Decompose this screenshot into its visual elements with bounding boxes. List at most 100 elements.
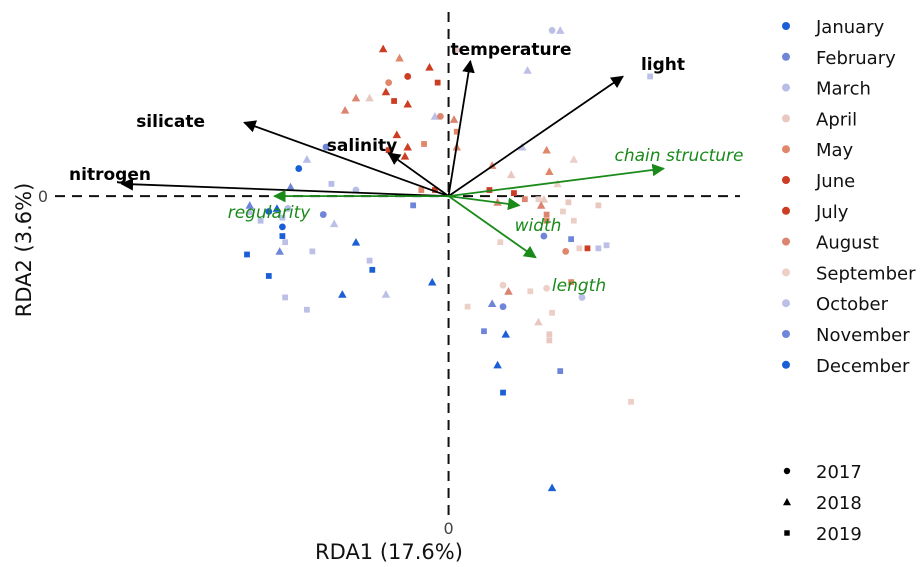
sample-point — [521, 196, 528, 203]
sample-point — [562, 248, 570, 255]
sample-point — [279, 214, 286, 221]
sample-point — [282, 239, 289, 246]
sample-point — [534, 317, 543, 326]
sample-point — [547, 483, 557, 492]
sample-point — [425, 62, 434, 71]
sample-point — [351, 237, 361, 246]
sample-point — [569, 155, 579, 163]
legend-label: June — [815, 171, 855, 192]
trait-vector-label: chain structure — [615, 146, 744, 166]
legend-label: March — [816, 79, 871, 100]
sample-point — [549, 309, 555, 316]
sample-point — [449, 115, 459, 123]
sample-point — [535, 196, 542, 203]
sample-point — [647, 73, 654, 80]
legend-swatch — [782, 22, 790, 30]
sample-point — [560, 208, 566, 215]
sample-point — [523, 66, 532, 74]
sample-point — [322, 143, 330, 151]
sample-point — [487, 299, 497, 307]
legend-label: 2018 — [816, 493, 862, 514]
legend-swatch — [782, 299, 790, 308]
trait-vectors: chain structure regularity width length — [228, 146, 744, 296]
env-vector-arrow — [448, 75, 624, 197]
x-tick-label: 0 — [443, 519, 453, 538]
sample-point — [295, 165, 303, 172]
sample-point — [279, 233, 286, 239]
sample-point — [500, 389, 506, 396]
sample-point — [499, 281, 507, 289]
legend-swatch — [782, 206, 790, 215]
legend-shape — [783, 498, 791, 506]
sample-point — [265, 273, 272, 279]
env-vector-arrow — [243, 120, 449, 198]
sample-point — [410, 202, 417, 209]
sample-point — [245, 201, 254, 209]
legend-swatch — [782, 330, 790, 338]
sample-point — [555, 26, 565, 34]
legend-label: 2019 — [816, 524, 862, 545]
env-vector-label: temperature — [450, 40, 571, 60]
trait-vector-arrow — [448, 195, 521, 211]
legend-swatch — [782, 176, 790, 184]
legend-shape — [784, 530, 790, 536]
sample-point — [504, 287, 513, 295]
sample-point — [244, 251, 250, 258]
sample-point — [499, 303, 507, 311]
sample-point — [309, 248, 316, 255]
sample-point — [282, 294, 289, 301]
sample-point — [257, 217, 264, 224]
sample-point — [557, 368, 564, 375]
sample-point — [378, 44, 388, 53]
sample-point — [329, 219, 339, 228]
sample-point — [265, 208, 273, 215]
trait-vector-label: width — [515, 216, 562, 236]
legend-label: January — [815, 17, 885, 38]
env-vector-arrow — [447, 59, 475, 197]
sample-point — [340, 105, 350, 114]
sample-point — [421, 141, 427, 147]
sample-point — [536, 201, 546, 209]
legend-swatch — [782, 114, 790, 123]
sample-point — [381, 290, 391, 298]
sample-point — [506, 170, 516, 179]
sample-point — [245, 207, 254, 215]
y-tick-label: 0 — [38, 187, 48, 206]
sample-point — [286, 182, 295, 191]
reference-lines — [55, 12, 740, 515]
sample-point — [546, 337, 553, 344]
sample-point — [464, 303, 471, 310]
sample-point — [418, 187, 425, 193]
legend-label: February — [816, 48, 896, 69]
env-vector-label: nitrogen — [69, 165, 151, 185]
legend-label: July — [815, 202, 849, 223]
legend-swatch — [782, 360, 790, 369]
sample-point — [432, 187, 438, 193]
sample-point — [493, 360, 502, 369]
sample-point — [427, 277, 437, 286]
sample-point — [497, 239, 504, 246]
sample-point — [545, 167, 554, 176]
sample-point — [275, 247, 284, 255]
sample-point — [366, 257, 373, 264]
sample-point — [434, 79, 441, 86]
legend-label: September — [816, 263, 916, 284]
axis-ticks: 00 — [38, 187, 454, 538]
sample-point — [391, 98, 397, 104]
legend-label: December — [816, 356, 910, 377]
trait-vector-label: length — [552, 276, 606, 296]
sample-point — [369, 266, 376, 273]
legend-swatch — [782, 237, 790, 246]
sample-point — [284, 205, 292, 212]
legend-label: August — [816, 233, 879, 254]
year-legend: 2017 2018 2019 — [783, 462, 862, 545]
env-vector-label: salinity — [327, 136, 397, 156]
sample-point — [385, 147, 392, 154]
sample-point — [540, 232, 548, 240]
sample-point — [543, 211, 550, 218]
sample-point — [381, 87, 391, 96]
sample-point — [338, 290, 347, 298]
sample-point — [565, 199, 572, 206]
sample-point — [392, 130, 402, 139]
